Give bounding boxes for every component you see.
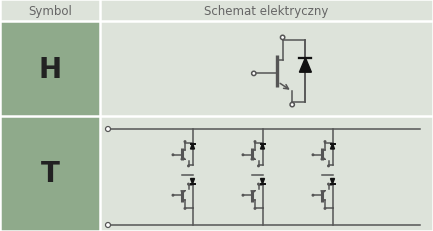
Circle shape: [242, 195, 244, 196]
Circle shape: [106, 127, 110, 132]
Polygon shape: [330, 144, 335, 149]
Circle shape: [254, 141, 256, 143]
Polygon shape: [261, 179, 265, 184]
Circle shape: [187, 165, 189, 167]
Polygon shape: [191, 144, 194, 149]
Bar: [100, 116, 433, 231]
Polygon shape: [299, 58, 311, 73]
Circle shape: [312, 154, 314, 156]
Circle shape: [312, 195, 314, 196]
Polygon shape: [261, 144, 265, 149]
Text: Schemat elektryczny: Schemat elektryczny: [204, 4, 329, 17]
Circle shape: [281, 36, 285, 40]
Circle shape: [187, 183, 189, 185]
Circle shape: [290, 103, 294, 107]
Circle shape: [172, 195, 174, 196]
Circle shape: [258, 183, 259, 185]
Circle shape: [242, 154, 244, 156]
Circle shape: [172, 154, 174, 156]
Circle shape: [258, 165, 259, 167]
Bar: [0, 116, 100, 231]
Text: Symbol: Symbol: [28, 4, 72, 17]
Circle shape: [254, 208, 256, 209]
Bar: [0, 22, 100, 116]
Polygon shape: [330, 179, 335, 184]
Circle shape: [324, 141, 326, 143]
Circle shape: [324, 208, 326, 209]
Bar: [0, 0, 433, 22]
Bar: [100, 22, 433, 116]
Circle shape: [328, 183, 330, 185]
Circle shape: [184, 141, 186, 143]
Circle shape: [106, 222, 110, 228]
Text: H: H: [39, 55, 61, 83]
Circle shape: [252, 72, 256, 76]
Polygon shape: [191, 179, 194, 184]
Circle shape: [184, 208, 186, 209]
Circle shape: [328, 165, 330, 167]
Text: T: T: [41, 160, 59, 188]
